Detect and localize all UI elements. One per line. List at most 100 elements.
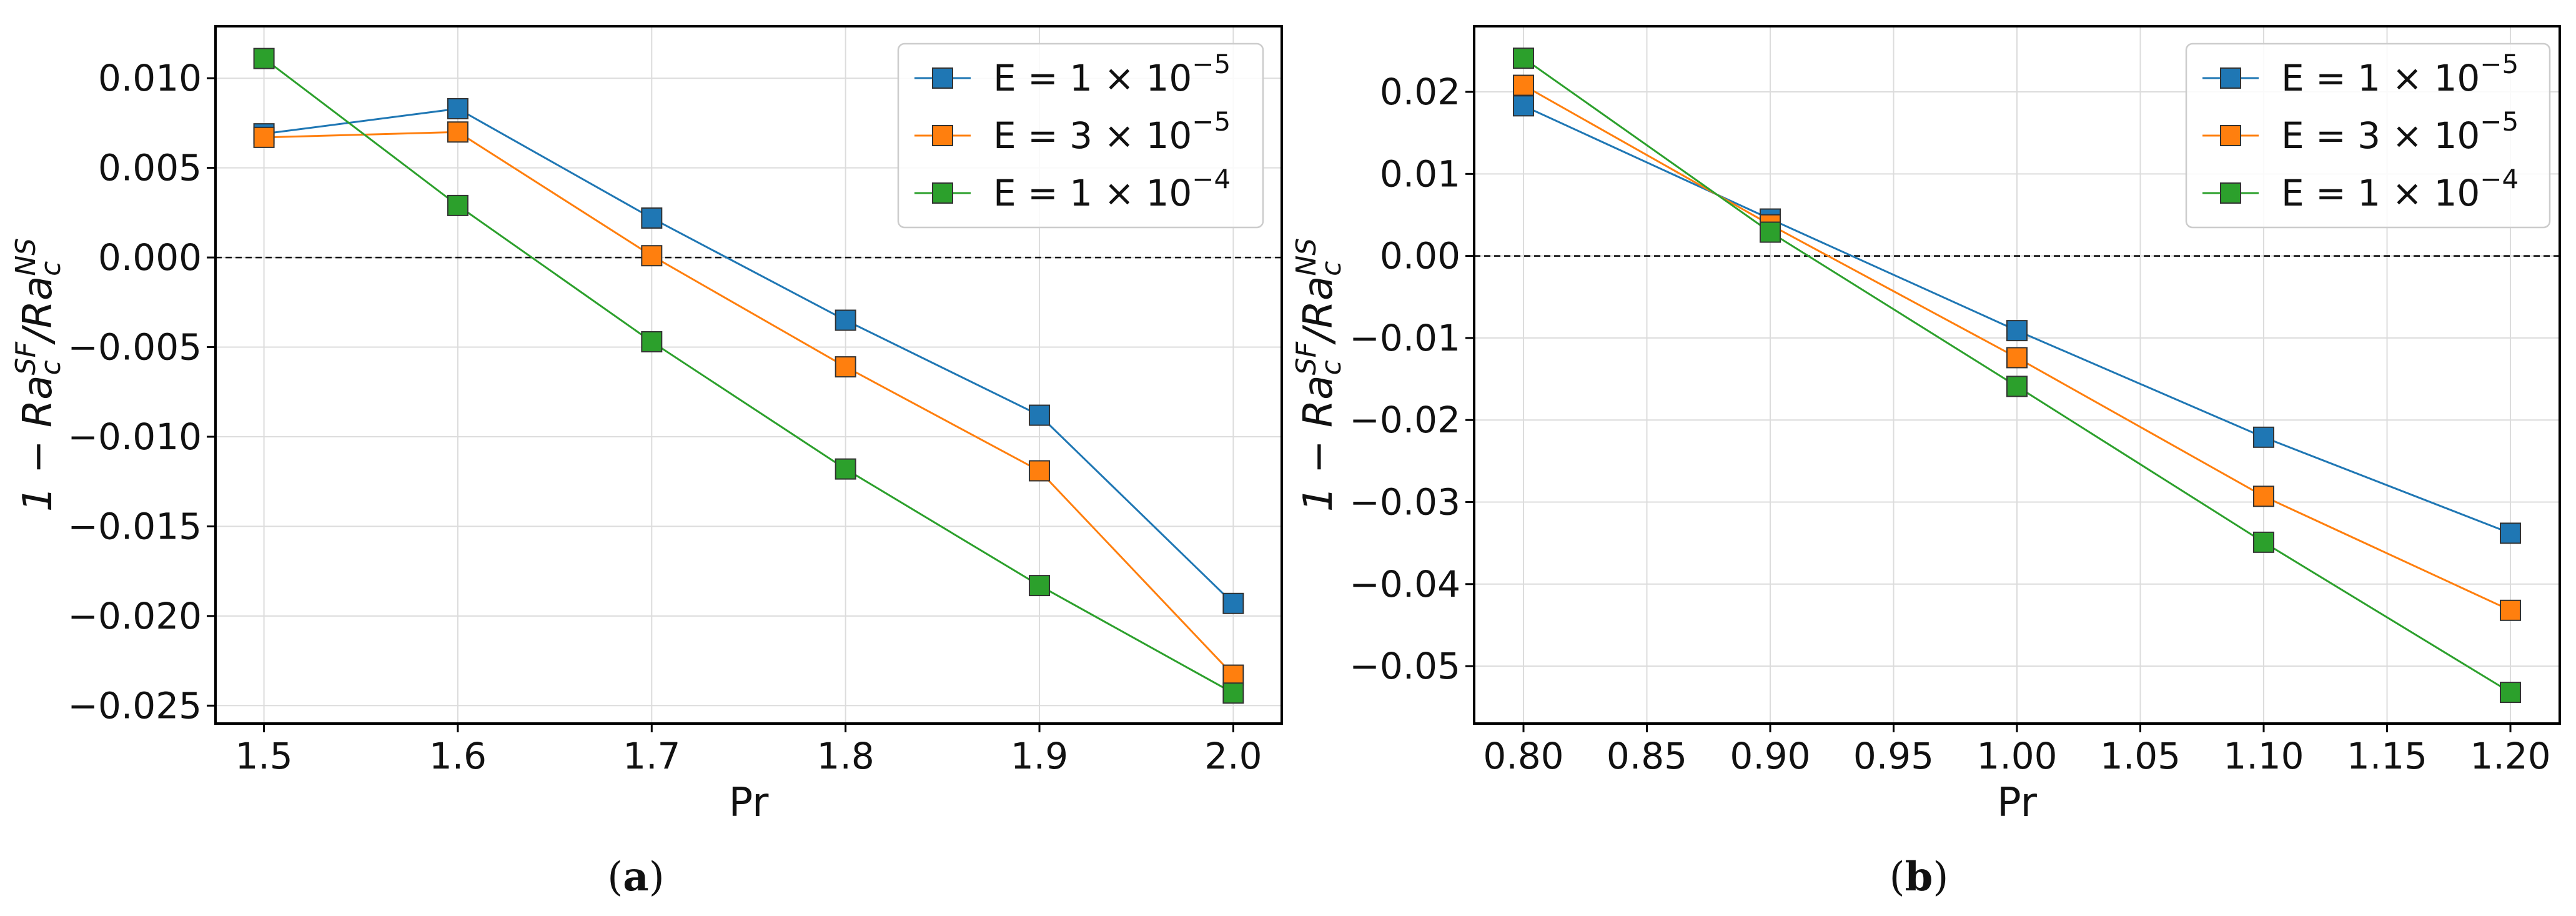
data-point-s0-3 xyxy=(835,309,856,331)
x-tick-label: 1.00 xyxy=(1976,735,2057,777)
data-point-s0-0 xyxy=(1513,95,1534,117)
y-axis-label-sub: c xyxy=(1315,261,1347,276)
legend-label-base: E = 1 × 10 xyxy=(2281,57,2480,99)
data-point-s1-4 xyxy=(1029,460,1051,482)
data-point-s2-3 xyxy=(2253,531,2274,553)
legend-label: E = 1 × 10−4 xyxy=(2281,164,2519,214)
legend-marker xyxy=(932,125,953,146)
y-tick-label: −0.05 xyxy=(1349,645,1460,687)
legend-item-1: E = 3 × 10−5 xyxy=(2202,106,2519,157)
data-point-s0-2 xyxy=(641,207,663,229)
y-axis-label: 1 − RacSF/RacNS xyxy=(10,238,67,512)
legend-label-exponent: −4 xyxy=(1192,164,1231,194)
legend-label: E = 1 × 10−5 xyxy=(2281,49,2519,99)
data-point-s2-0 xyxy=(1513,47,1534,69)
legend-item-2: E = 1 × 10−4 xyxy=(2202,164,2519,214)
data-point-s1-1 xyxy=(447,121,468,143)
data-point-s1-2 xyxy=(2006,347,2028,369)
legend-item-1: E = 3 × 10−5 xyxy=(914,106,1231,157)
legend-item-2: E = 1 × 10−4 xyxy=(914,164,1231,214)
data-point-s1-2 xyxy=(641,245,663,267)
legend-marker xyxy=(2220,67,2241,89)
legend: E = 1 × 10−5E = 3 × 10−5E = 1 × 10−4 xyxy=(897,42,1264,229)
data-point-s1-3 xyxy=(2253,485,2274,507)
x-tick-label: 0.95 xyxy=(1853,735,1934,777)
y-tick-label: −0.03 xyxy=(1349,481,1460,524)
data-point-s0-4 xyxy=(2500,522,2521,544)
panel-label-b: (b) xyxy=(1890,854,1949,900)
series-line-0 xyxy=(264,107,1234,604)
data-point-s2-1 xyxy=(1760,221,1781,243)
legend-label-exponent: −5 xyxy=(1192,49,1231,79)
y-axis-label-sup: SF xyxy=(1290,341,1322,375)
y-tick-label: −0.005 xyxy=(67,326,202,369)
x-tick-label: 1.5 xyxy=(235,735,292,777)
data-point-s2-1 xyxy=(447,194,468,216)
x-tick-label: 1.10 xyxy=(2223,735,2304,777)
series-line-1 xyxy=(264,131,1234,676)
y-tick-label: 0.010 xyxy=(98,57,202,99)
y-axis-label-sub: c xyxy=(35,360,67,375)
legend-label-exponent: −5 xyxy=(2480,49,2519,79)
chart-panel-b: 0.80 0.85 0.90 0.95 1.00 1.05 1.10 1.15 1.20 −0.0… xyxy=(1290,25,2561,826)
x-tick-label: 1.15 xyxy=(2347,735,2427,777)
legend-label-base: E = 3 × 10 xyxy=(993,114,1192,157)
legend: E = 1 × 10−5E = 3 × 10−5E = 1 × 10−4 xyxy=(2185,42,2551,229)
y-tick-label: −0.02 xyxy=(1349,399,1460,441)
legend-box xyxy=(897,42,1264,229)
legend-label-exponent: −5 xyxy=(1192,106,1231,137)
y-axis-label: 1 − RacSF/RacNS xyxy=(1290,238,1347,512)
x-tick-label: 1.6 xyxy=(429,735,487,777)
y-axis-label-mid: /Ra xyxy=(15,276,61,345)
y-tick-label: −0.020 xyxy=(67,595,202,637)
data-point-s1-0 xyxy=(253,126,275,148)
legend-label-exponent: −5 xyxy=(2480,106,2519,137)
y-axis-label-main: 1 − Ra xyxy=(15,376,61,512)
x-tick-label: 2.0 xyxy=(1204,735,1262,777)
x-tick-label: 1.8 xyxy=(817,735,874,777)
data-point-s0-5 xyxy=(1222,592,1244,614)
data-point-s1-0 xyxy=(1513,74,1534,96)
x-tick-label: 1.05 xyxy=(2100,735,2181,777)
legend-item-0: E = 1 × 10−5 xyxy=(2202,49,2519,99)
x-tick-label: 1.9 xyxy=(1011,735,1068,777)
chart-panel-a: 1.5 1.6 1.7 1.8 1.9 2.0 −0.025 −0.020 −0.015 −0.0… xyxy=(10,25,1283,826)
y-tick-label: 0.000 xyxy=(98,236,202,279)
y-tick-label: −0.04 xyxy=(1349,563,1460,605)
legend-label-base: E = 3 × 10 xyxy=(2281,114,2480,157)
y-axis-label-sup: NS xyxy=(10,238,42,276)
data-point-s0-2 xyxy=(2006,320,2028,342)
y-axis-label-sub: c xyxy=(1315,360,1347,375)
data-point-s2-2 xyxy=(2006,376,2028,397)
data-point-s2-2 xyxy=(641,331,663,352)
legend-item-0: E = 1 × 10−5 xyxy=(914,49,1231,99)
y-axis-label-sup: SF xyxy=(10,341,42,375)
y-tick-label: 0.02 xyxy=(1380,71,1460,113)
data-point-s2-4 xyxy=(1029,575,1051,597)
legend-label: E = 1 × 10−4 xyxy=(993,164,1231,214)
data-point-s0-1 xyxy=(447,97,468,119)
data-point-s2-0 xyxy=(253,47,275,69)
legend-label: E = 1 × 10−5 xyxy=(993,49,1231,99)
legend-label: E = 3 × 10−5 xyxy=(993,106,1231,157)
y-axis-label-mid: /Ra xyxy=(1295,276,1342,345)
legend-label-base: E = 1 × 10 xyxy=(993,172,1192,214)
data-point-s2-3 xyxy=(835,458,856,480)
x-tick-label: 1.20 xyxy=(2470,735,2550,777)
x-axis-label: Pr xyxy=(1997,780,2037,826)
y-axis-label-sub: c xyxy=(35,261,67,276)
legend-label: E = 3 × 10−5 xyxy=(2281,106,2519,157)
legend-label-exponent: −4 xyxy=(2480,164,2519,194)
legend-marker xyxy=(2220,125,2241,146)
panel-label-a: (a) xyxy=(607,854,664,900)
legend-marker xyxy=(932,67,953,89)
data-point-s0-3 xyxy=(2253,426,2274,448)
x-tick-label: 0.80 xyxy=(1483,735,1563,777)
data-point-s2-4 xyxy=(2500,682,2521,704)
legend-marker xyxy=(2220,182,2241,204)
y-tick-label: 0.00 xyxy=(1380,235,1460,277)
y-tick-label: −0.015 xyxy=(67,505,202,547)
x-tick-label: 1.7 xyxy=(623,735,680,777)
series-line-2 xyxy=(263,57,1234,694)
